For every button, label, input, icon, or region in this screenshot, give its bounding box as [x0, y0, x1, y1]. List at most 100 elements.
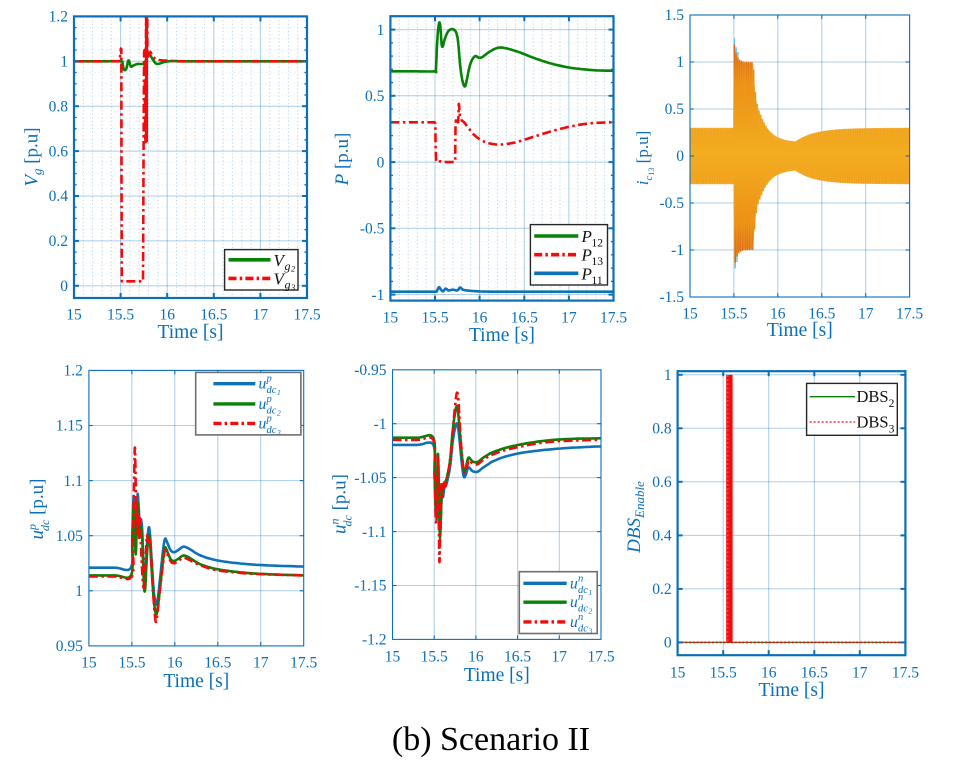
- svg-text:17: 17: [858, 306, 874, 323]
- svg-text:0.8: 0.8: [49, 98, 69, 115]
- svg-text:3: 3: [276, 428, 281, 437]
- svg-text:1.2: 1.2: [49, 9, 68, 26]
- svg-text:15: 15: [385, 649, 401, 666]
- svg-text:2: 2: [277, 408, 281, 417]
- svg-text:0: 0: [676, 148, 684, 165]
- svg-text:17: 17: [852, 665, 868, 682]
- svg-text:2: 2: [589, 607, 593, 616]
- svg-text:17: 17: [552, 649, 568, 666]
- svg-text:15.5: 15.5: [107, 307, 134, 324]
- svg-text:n: n: [578, 573, 583, 584]
- svg-text:V: V: [274, 251, 287, 270]
- svg-text:u: u: [570, 594, 578, 611]
- svg-text:Time [s]: Time [s]: [464, 665, 530, 686]
- svg-text:DBS3: DBS3: [857, 412, 895, 435]
- svg-text:17.5: 17.5: [892, 665, 919, 682]
- svg-text:17.5: 17.5: [896, 306, 923, 323]
- svg-text:1: 1: [676, 54, 684, 71]
- svg-text:g: g: [285, 277, 291, 291]
- svg-text:0.5: 0.5: [365, 88, 385, 105]
- svg-text:P [p.u]: P [p.u]: [332, 133, 353, 187]
- svg-text:16: 16: [159, 307, 175, 324]
- svg-text:updc [p.u]: updc [p.u]: [25, 479, 52, 540]
- svg-text:dc: dc: [267, 405, 277, 416]
- svg-text:u: u: [259, 415, 267, 432]
- svg-text:17.5: 17.5: [290, 655, 317, 672]
- svg-text:u: u: [259, 396, 267, 413]
- svg-text:1: 1: [664, 367, 672, 384]
- svg-text:P: P: [581, 264, 592, 283]
- svg-text:-1.5: -1.5: [659, 289, 684, 306]
- svg-text:11: 11: [592, 275, 603, 287]
- svg-text:3: 3: [290, 282, 295, 292]
- svg-text:15: 15: [670, 665, 686, 682]
- svg-text:V: V: [274, 269, 287, 288]
- svg-text:0.95: 0.95: [56, 638, 83, 655]
- svg-text:dc: dc: [267, 425, 277, 436]
- svg-text:1: 1: [60, 54, 68, 71]
- svg-text:g: g: [285, 259, 291, 273]
- svg-text:dc: dc: [267, 385, 277, 396]
- svg-text:-1: -1: [374, 416, 387, 433]
- svg-text:1.1: 1.1: [64, 473, 83, 490]
- svg-text:16: 16: [761, 665, 777, 682]
- svg-text:16: 16: [472, 310, 488, 327]
- svg-text:-1: -1: [371, 287, 384, 304]
- svg-text:0: 0: [664, 635, 672, 652]
- svg-text:15.5: 15.5: [118, 655, 145, 672]
- svg-text:Time [s]: Time [s]: [759, 680, 825, 701]
- svg-text:-1.2: -1.2: [362, 632, 387, 649]
- svg-text:-1: -1: [671, 242, 684, 259]
- svg-text:1: 1: [589, 588, 593, 597]
- svg-text:17: 17: [253, 307, 269, 324]
- svg-text:-1.15: -1.15: [354, 578, 387, 595]
- svg-text:17.5: 17.5: [600, 310, 627, 327]
- svg-text:15.5: 15.5: [710, 665, 737, 682]
- svg-text:0: 0: [377, 154, 385, 171]
- svg-text:0.6: 0.6: [652, 474, 672, 491]
- svg-text:17.5: 17.5: [587, 649, 614, 666]
- svg-text:17.5: 17.5: [293, 307, 320, 324]
- svg-text:16.5: 16.5: [504, 649, 531, 666]
- svg-text:3: 3: [588, 626, 593, 635]
- svg-text:16: 16: [167, 655, 183, 672]
- svg-text:15.5: 15.5: [720, 306, 747, 323]
- svg-text:12: 12: [592, 238, 604, 250]
- svg-text:Time [s]: Time [s]: [158, 322, 224, 343]
- svg-text:0.2: 0.2: [652, 581, 671, 598]
- svg-text:n: n: [578, 612, 583, 623]
- svg-text:16: 16: [468, 649, 484, 666]
- svg-text:P: P: [581, 227, 592, 246]
- svg-text:0.4: 0.4: [49, 188, 69, 205]
- svg-text:1.5: 1.5: [665, 7, 685, 24]
- svg-text:13: 13: [592, 256, 604, 268]
- svg-text:1: 1: [75, 583, 83, 600]
- svg-text:(b) Scenario II: (b) Scenario II: [392, 721, 590, 758]
- svg-text:15.5: 15.5: [421, 649, 448, 666]
- svg-text:15: 15: [682, 306, 698, 323]
- svg-text:n: n: [578, 592, 583, 603]
- svg-text:16.5: 16.5: [511, 310, 538, 327]
- svg-text:Time [s]: Time [s]: [767, 320, 833, 341]
- svg-text:1: 1: [277, 388, 281, 397]
- svg-text:0.8: 0.8: [652, 421, 672, 438]
- svg-text:0.2: 0.2: [49, 233, 68, 250]
- svg-text:15: 15: [66, 307, 82, 324]
- svg-text:15: 15: [383, 310, 399, 327]
- svg-text:u: u: [259, 376, 267, 393]
- svg-text:Time [s]: Time [s]: [469, 325, 535, 346]
- svg-text:-0.95: -0.95: [354, 362, 387, 379]
- svg-text:16.5: 16.5: [801, 665, 828, 682]
- svg-text:1.05: 1.05: [56, 528, 83, 545]
- svg-text:15: 15: [81, 655, 97, 672]
- svg-text:-0.5: -0.5: [360, 221, 385, 238]
- svg-text:16: 16: [770, 306, 786, 323]
- svg-text:p: p: [266, 374, 272, 385]
- svg-text:0.6: 0.6: [49, 143, 69, 160]
- svg-text:15.5: 15.5: [421, 310, 448, 327]
- svg-text:P: P: [581, 246, 592, 265]
- svg-text:17: 17: [253, 655, 269, 672]
- svg-text:ic13 [p.u]: ic13 [p.u]: [633, 131, 656, 185]
- svg-text:Vg [p.u]: Vg [p.u]: [22, 127, 45, 186]
- svg-text:p: p: [266, 413, 272, 424]
